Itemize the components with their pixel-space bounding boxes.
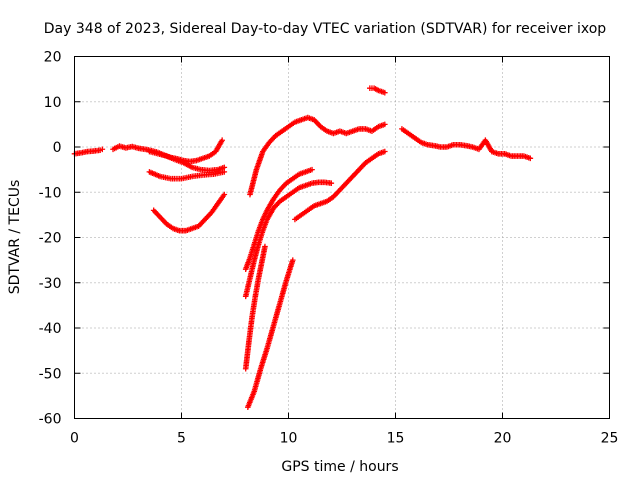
- y-axis-label: SDTVAR / TECUs: [7, 180, 23, 295]
- series-track-3: [146, 148, 228, 174]
- x-tick-label: 20: [494, 431, 512, 447]
- y-tick-label: -10: [39, 185, 62, 201]
- series-track-6: [247, 114, 388, 198]
- y-tick-label: -60: [39, 412, 62, 428]
- data-series: [71, 85, 534, 410]
- data-point: [219, 137, 225, 144]
- plot-frame: [74, 56, 610, 419]
- series-track-4: [146, 169, 228, 182]
- data-point: [328, 180, 335, 186]
- data-point: [527, 155, 534, 162]
- grid: [74, 56, 610, 419]
- data-point: [221, 191, 228, 198]
- series-track-10: [245, 257, 296, 410]
- x-tick-label: 0: [70, 431, 79, 447]
- series-track-9: [242, 243, 268, 372]
- series-track-2: [110, 137, 225, 165]
- series-track-13: [399, 126, 534, 162]
- x-tick-label: 10: [280, 431, 298, 447]
- y-tick-label: -30: [39, 276, 62, 292]
- chart-title: Day 348 of 2023, Sidereal Day-to-day VTE…: [44, 21, 607, 37]
- y-tick-label: 10: [44, 95, 62, 111]
- y-tick-label: -40: [39, 321, 62, 337]
- x-axis-label: GPS time / hours: [281, 459, 398, 475]
- y-tick-label: 20: [44, 50, 62, 66]
- series-track-8: [242, 179, 335, 300]
- series-track-5: [150, 191, 228, 234]
- data-point: [221, 169, 228, 175]
- data-point: [309, 166, 315, 173]
- y-tick-label: 0: [53, 140, 62, 156]
- series-track-7: [242, 166, 315, 272]
- data-point: [99, 146, 106, 153]
- y-tick-label: -20: [39, 231, 62, 247]
- y-tick-label: -50: [39, 366, 62, 382]
- data-point: [382, 148, 388, 155]
- data-point: [382, 121, 388, 128]
- x-tick-label: 15: [387, 431, 405, 447]
- x-tick-label: 25: [601, 431, 619, 447]
- data-point: [382, 89, 388, 96]
- data-point: [262, 243, 268, 250]
- series-track-12: [367, 85, 388, 96]
- series-track-11: [292, 148, 388, 223]
- axis-ticks: 0 5 10 15 20 25 -60 -50 -40 -30 -20 -10 0 10 20: [39, 50, 619, 447]
- data-point: [289, 257, 296, 263]
- series-track-1: [71, 146, 106, 157]
- x-tick-label: 5: [177, 431, 186, 447]
